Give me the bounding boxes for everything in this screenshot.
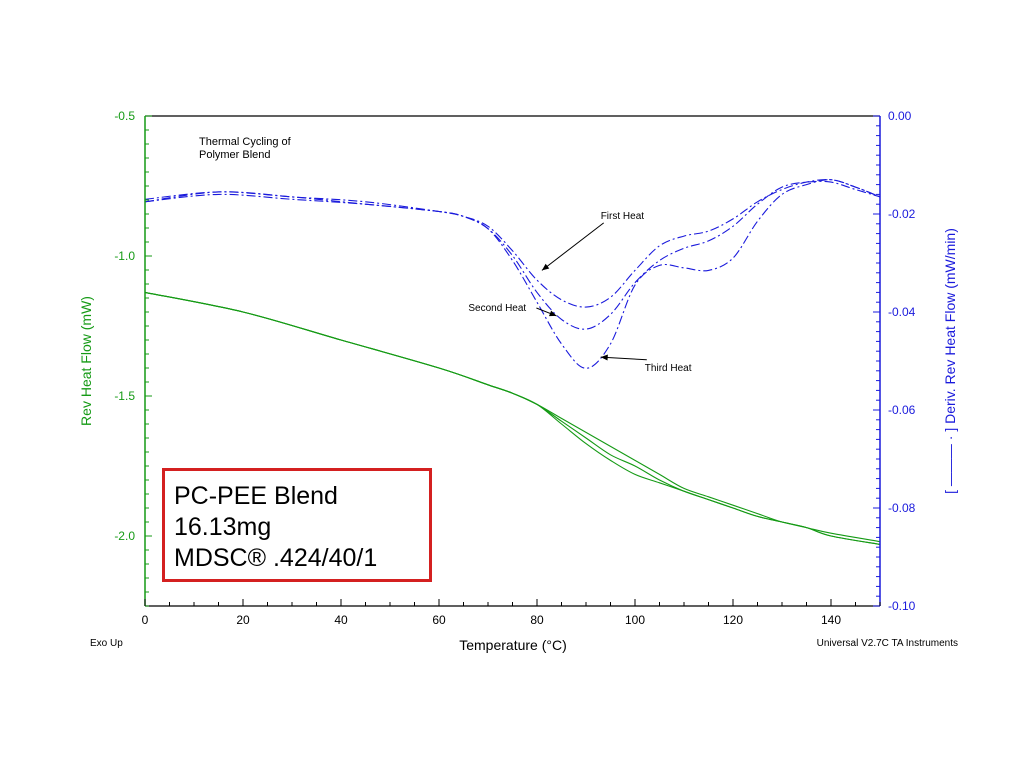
left-y-tick-label: -1.5 bbox=[114, 389, 135, 403]
x-tick-label: 0 bbox=[142, 613, 149, 627]
x-tick-label: 20 bbox=[236, 613, 250, 627]
right-y-tick-label: -0.04 bbox=[888, 305, 916, 319]
x-tick-label: 80 bbox=[530, 613, 544, 627]
x-tick-label: 60 bbox=[432, 613, 446, 627]
right-y-tick-label: -0.06 bbox=[888, 403, 916, 417]
left-y-tick-label: -1.0 bbox=[114, 249, 135, 263]
chart-title-line: Thermal Cycling of bbox=[199, 136, 292, 148]
left-y-tick-label: -2.0 bbox=[114, 529, 135, 543]
annotations: First Heat Second Heat Third Heat bbox=[468, 211, 691, 374]
footer-exo-up: Exo Up bbox=[90, 638, 123, 649]
right-y-tick-label: -0.08 bbox=[888, 501, 916, 515]
annotation-label-3: Third Heat bbox=[645, 363, 692, 374]
sample-name: PC-PEE Blend bbox=[174, 482, 338, 510]
annotation-arrowhead-1 bbox=[541, 263, 550, 271]
right-y-tick-label: -0.02 bbox=[888, 207, 916, 221]
axes: -0.5 -1.0 -1.5 -2.0 0.00 -0.02 -0.04 -0.06 -0.08… bbox=[114, 109, 915, 627]
rev-heat-flow-line-3 bbox=[144, 291, 881, 545]
sample-info-box: PC-PEE Blend 16.13mg MDSC® .424/40/1 bbox=[162, 468, 432, 582]
x-tick-label: 40 bbox=[334, 613, 348, 627]
labels: Temperature (°C) Rev Heat Flow (mW) [ ——— … bbox=[78, 136, 958, 653]
footer-instrument: Universal V2.7C TA Instruments bbox=[817, 638, 958, 649]
right-y-tick-label: 0.00 bbox=[888, 109, 912, 123]
x-tick-label: 140 bbox=[821, 613, 841, 627]
method-params: MDSC® .424/40/1 bbox=[174, 544, 378, 572]
deriv-line-3 bbox=[144, 179, 881, 369]
left-y-axis-label: Rev Heat Flow (mW) bbox=[78, 296, 94, 426]
right-y-axis-label: [ ——— · ] Deriv. Rev Heat Flow (mW/min) bbox=[942, 228, 958, 494]
annotation-arrowhead-3 bbox=[600, 354, 608, 361]
right-y-tick-label: -0.10 bbox=[888, 599, 916, 613]
x-axis-label: Temperature (°C) bbox=[459, 637, 567, 653]
annotation-leader-3 bbox=[600, 356, 647, 361]
x-tick-label: 120 bbox=[723, 613, 743, 627]
annotation-arrowhead-2 bbox=[548, 310, 557, 317]
annotation-leader-1 bbox=[541, 222, 605, 271]
curves bbox=[144, 178, 881, 545]
chart-title: Thermal Cycling of Polymer Blend bbox=[199, 136, 292, 161]
x-tick-label: 100 bbox=[625, 613, 645, 627]
left-y-tick-label: -0.5 bbox=[114, 109, 135, 123]
chart-title-line: Polymer Blend bbox=[199, 149, 271, 161]
annotation-label-1: First Heat bbox=[601, 211, 645, 222]
annotation-label-2: Second Heat bbox=[468, 303, 526, 314]
sample-mass: 16.13mg bbox=[174, 513, 272, 541]
deriv-line-1 bbox=[144, 178, 881, 308]
